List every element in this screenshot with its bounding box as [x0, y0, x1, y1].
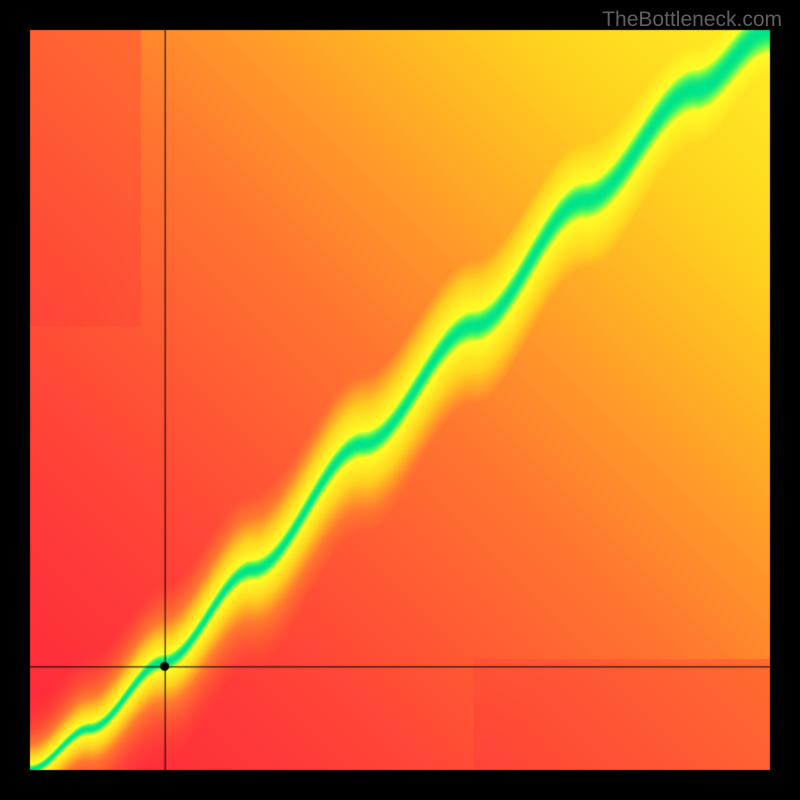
chart-container: TheBottleneck.com: [0, 0, 800, 800]
watermark-text: TheBottleneck.com: [602, 8, 782, 32]
heatmap-canvas: [0, 0, 800, 800]
